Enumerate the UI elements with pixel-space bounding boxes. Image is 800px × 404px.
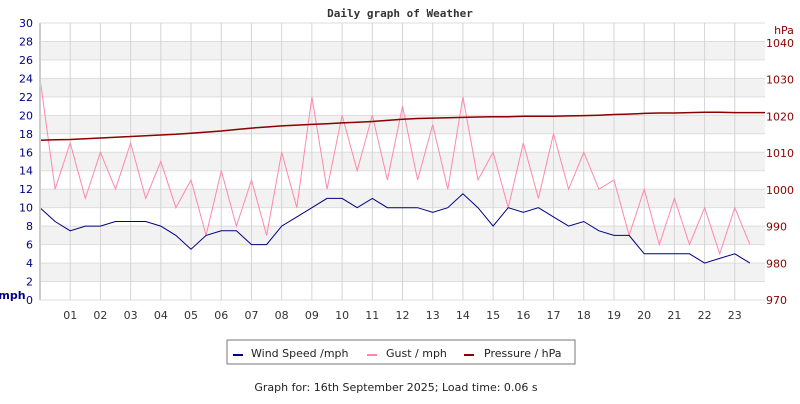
x-tick: 11 <box>365 309 379 322</box>
y-left-tick: 24 <box>19 72 33 85</box>
footer-text: Graph for: 16th September 2025; Load tim… <box>254 381 538 394</box>
legend-gust: Gust / mph <box>386 347 447 360</box>
y-right-tick: 1040 <box>766 37 794 50</box>
y-right-tick: 990 <box>766 221 787 234</box>
y-right-tick: 980 <box>766 257 787 270</box>
y-right-label: hPa <box>774 24 794 37</box>
y-left-tick: 10 <box>19 202 33 215</box>
x-tick: 12 <box>396 309 410 322</box>
series-line-gust <box>39 78 751 256</box>
y-left-tick: 16 <box>19 146 33 159</box>
x-tick: 22 <box>698 309 712 322</box>
x-tick: 17 <box>547 309 561 322</box>
y-left-tick: 6 <box>26 239 33 252</box>
x-tick: 08 <box>275 309 289 322</box>
chart-title: Daily graph of Weather <box>327 7 473 20</box>
y-left-tick: 14 <box>19 165 33 178</box>
legend-pressure: Pressure / hPa <box>484 347 562 360</box>
y-left-tick: 26 <box>19 54 33 67</box>
legend-wind: Wind Speed /mph <box>251 347 349 360</box>
y-right-tick: 1030 <box>766 74 794 87</box>
y-left-tick: 12 <box>19 183 33 196</box>
x-tick: 09 <box>305 309 319 322</box>
x-tick: 02 <box>93 309 107 322</box>
x-tick: 05 <box>184 309 198 322</box>
x-tick: 07 <box>244 309 258 322</box>
y-left-tick: 0 <box>26 294 33 307</box>
y-left-tick: 4 <box>26 257 33 270</box>
y-right-tick: 1010 <box>766 147 794 160</box>
legend: Wind Speed /mph Gust / mph Pressure / hP… <box>226 339 576 365</box>
x-tick: 14 <box>456 309 470 322</box>
x-tick: 10 <box>335 309 349 322</box>
y-right-tick: 970 <box>766 294 787 307</box>
y-left-tick: 22 <box>19 91 33 104</box>
y-right-tick: 1020 <box>766 110 794 123</box>
y-left-tick: 8 <box>26 220 33 233</box>
y-left-tick: 18 <box>19 128 33 141</box>
y-left-tick: 2 <box>26 276 33 289</box>
series-line-wind <box>39 193 751 264</box>
y-left-tick: 30 <box>19 17 33 30</box>
x-tick: 21 <box>667 309 681 322</box>
y-left-tick: 20 <box>19 109 33 122</box>
x-tick: 15 <box>486 309 500 322</box>
x-tick: 01 <box>63 309 77 322</box>
series-line-pressure <box>39 111 765 141</box>
x-tick: 20 <box>637 309 651 322</box>
x-tick: 04 <box>154 309 168 322</box>
x-tick: 16 <box>516 309 530 322</box>
x-tick: 19 <box>607 309 621 322</box>
x-tick: 03 <box>124 309 138 322</box>
y-right-tick: 1000 <box>766 184 794 197</box>
x-tick: 23 <box>728 309 742 322</box>
y-left-label: mph <box>0 289 26 302</box>
x-tick: 13 <box>426 309 440 322</box>
x-tick: 18 <box>577 309 591 322</box>
y-left-tick: 28 <box>19 35 33 48</box>
x-tick: 06 <box>214 309 228 322</box>
